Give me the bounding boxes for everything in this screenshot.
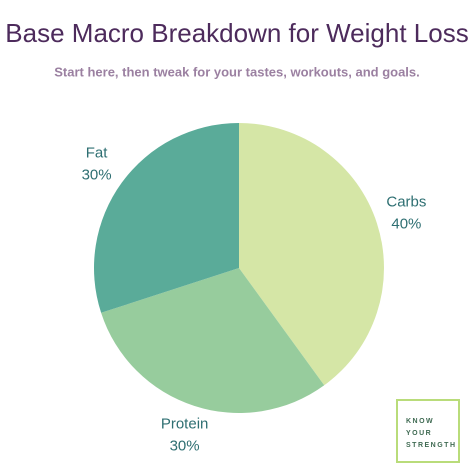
- value-label: 30%: [82, 167, 112, 184]
- chart-title: Base Macro Breakdown for Weight Loss: [5, 18, 468, 48]
- pie-slice: [101, 268, 325, 413]
- chart-subtitle: Start here, then tweak for your tastes, …: [54, 64, 420, 79]
- logo-text: YOUR: [406, 430, 432, 437]
- logo-text: STRENGTH: [406, 442, 457, 449]
- pie-slice: [239, 123, 384, 386]
- value-label: 40%: [391, 216, 421, 233]
- slice-label: Protein: [161, 415, 209, 432]
- logo-box: [396, 399, 460, 463]
- logo-text: KNOW: [406, 418, 434, 425]
- value-label: 30%: [170, 437, 200, 454]
- pie-slice: [93, 123, 239, 313]
- slice-label: Fat: [86, 145, 109, 162]
- slice-label: Carbs: [386, 194, 426, 211]
